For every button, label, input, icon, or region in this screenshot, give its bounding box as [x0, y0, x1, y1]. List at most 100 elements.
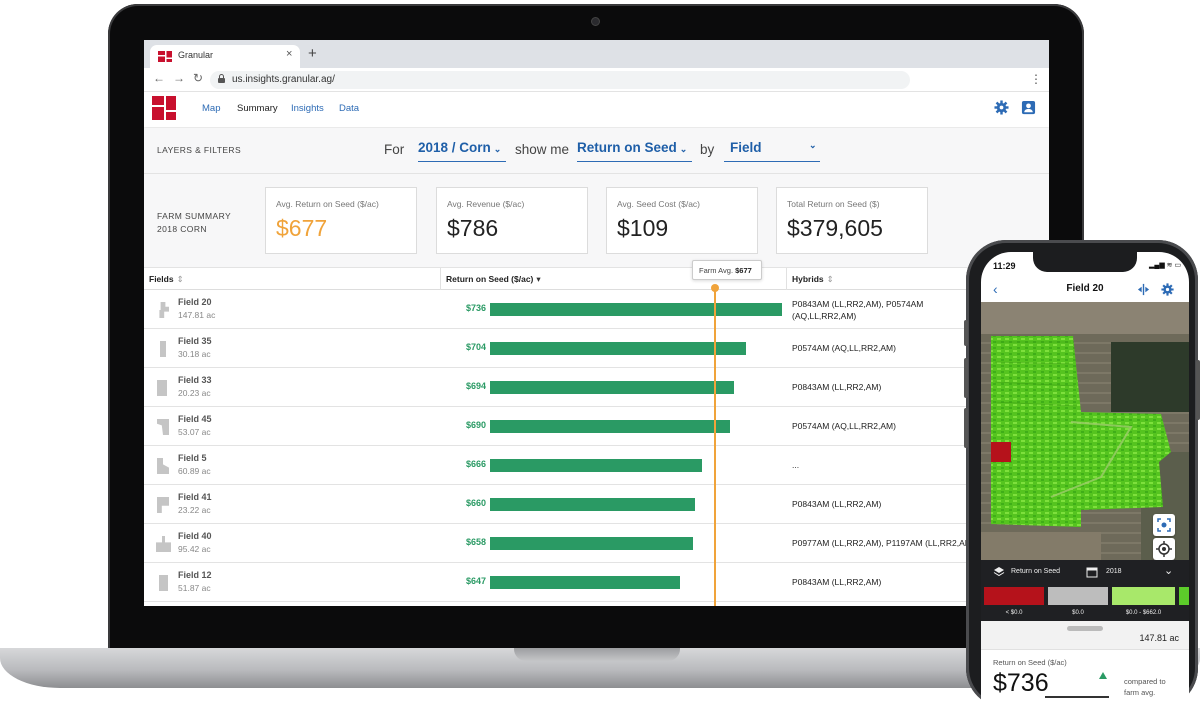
hybrid-text: P0574AM (AQ,LL,RR2,AM) [792, 421, 896, 431]
gear-icon[interactable] [1161, 283, 1174, 296]
satellite-map-image [981, 302, 1189, 560]
laptop-notch [514, 648, 680, 661]
table-row[interactable]: Field 40 95.42 ac $658 P0977AM (LL,RR2,A… [144, 524, 1049, 563]
tab-title: Granular [178, 50, 214, 60]
metric-underline [1045, 696, 1109, 698]
layers-icon [993, 567, 1005, 577]
card-value: $677 [276, 215, 328, 241]
field-acres: 20.23 ac [178, 388, 211, 398]
farm-average-marker[interactable] [710, 284, 719, 292]
url-input[interactable]: us.insights.granular.ag/ [210, 71, 910, 89]
chevron-down-icon[interactable]: ⌄ [1164, 565, 1174, 577]
bar-value-label: $690 [465, 420, 486, 430]
summary-card-total: Total Return on Seed ($) $379,605 [776, 187, 928, 254]
sheet-drag-handle[interactable] [1067, 626, 1103, 631]
bar-value-label: $658 [465, 537, 486, 547]
table-row[interactable]: Field 33 20.23 ac $694 P0843AM (LL,RR2,A… [144, 368, 1049, 407]
show-me-label: show me [515, 142, 570, 157]
address-bar: ← → ↻ us.insights.granular.ag/ ⋮ [144, 68, 1049, 92]
gear-icon[interactable] [994, 100, 1009, 115]
field-map[interactable] [981, 302, 1189, 560]
field-shape-icon [157, 380, 167, 396]
return-bar [490, 576, 681, 589]
groupby-select[interactable]: Field ⌄ [724, 140, 820, 162]
table-header: Fields ⇕ Return on Seed ($/ac) ▾ Hybrids ⇕ [144, 268, 1049, 290]
season-select[interactable]: 2018 / Corn ⌄ [418, 140, 506, 162]
field-acres: 147.81 ac [1139, 633, 1179, 643]
layer-selector-bar[interactable]: Return on Seed 2018 ⌄ [981, 560, 1189, 585]
sort-desc-icon: ▾ [536, 274, 541, 284]
farm-summary-label: FARM SUMMARY 2018 CORN [157, 210, 231, 236]
field-acres: 23.22 ac [178, 505, 211, 515]
table-row[interactable]: Field 12 51.87 ac $647 P0843AM (LL,RR2,A… [144, 563, 1049, 602]
camera-icon [591, 17, 600, 26]
back-chevron-icon[interactable]: ‹ [993, 281, 998, 297]
reload-icon[interactable]: ↻ [193, 71, 204, 85]
nav-summary[interactable]: Summary [237, 103, 278, 114]
granular-logo-icon[interactable] [152, 96, 176, 120]
legend-swatch-zero [1048, 587, 1108, 605]
status-icons: ▂▄▆ ≋ ▭ [1149, 262, 1182, 269]
field-name: Field 5 [178, 453, 207, 463]
layers-filters-toggle[interactable]: LAYERS & FILTERS [157, 145, 242, 155]
bar-value-label: $704 [465, 342, 486, 352]
field-shape-icon [159, 575, 168, 591]
column-label: Return on Seed ($/ac) [446, 274, 534, 284]
bar-value-label: $694 [465, 381, 486, 391]
forward-arrow-icon[interactable]: → [173, 71, 185, 85]
farm-average-tooltip: Farm Avg. $677 [692, 260, 762, 280]
bar-value-label: $736 [465, 303, 486, 313]
back-arrow-icon[interactable]: ← [153, 71, 165, 85]
field-shape-icon [157, 419, 169, 435]
bar-value-label: $666 [465, 459, 486, 469]
nav-insights[interactable]: Insights [291, 103, 324, 114]
fields-table-body: Field 20 147.81 ac $736 P0843AM (LL,RR2,… [144, 290, 1049, 602]
legend-swatch-more [1179, 587, 1189, 605]
hybrid-text: P0843AM (LL,RR2,AM) [792, 499, 882, 509]
table-row[interactable]: Field 45 53.07 ac $690 P0574AM (AQ,LL,RR… [144, 407, 1049, 446]
field-acres: 147.81 ac [178, 310, 216, 320]
by-label: by [700, 142, 715, 157]
new-tab-icon[interactable]: + [308, 45, 317, 62]
zoom-extent-button[interactable] [1153, 514, 1175, 536]
field-shape-icon [160, 341, 166, 357]
table-row[interactable]: Field 20 147.81 ac $736 P0843AM (LL,RR2,… [144, 290, 1049, 329]
table-row[interactable]: Field 5 60.89 ac $666 ... [144, 446, 1049, 485]
locate-me-button[interactable] [1153, 538, 1175, 560]
table-row[interactable]: Field 35 30.18 ac $704 P0574AM (AQ,LL,RR… [144, 329, 1049, 368]
phone-screen: 11:29 ▂▄▆ ≋ ▭ ‹ Field 20 [981, 252, 1189, 708]
granular-logo-icon [158, 51, 172, 62]
compare-arrows-icon[interactable] [1137, 283, 1150, 296]
nav-data[interactable]: Data [339, 103, 360, 114]
field-name: Field 12 [178, 570, 212, 580]
browser-menu-icon[interactable]: ⋮ [1030, 72, 1042, 86]
column-header-return[interactable]: Return on Seed ($/ac) ▾ [446, 274, 541, 285]
metric-select[interactable]: Return on Seed ⌄ [577, 140, 692, 162]
farm-average-value: $677 [735, 266, 752, 275]
field-acres: 95.42 ac [178, 544, 211, 554]
card-value: $379,605 [787, 215, 883, 241]
field-shape-icon [157, 497, 169, 513]
column-divider [440, 268, 441, 290]
filter-bar: LAYERS & FILTERS For 2018 / Corn ⌄ show m… [144, 128, 1049, 174]
field-name: Field 33 [178, 375, 212, 385]
return-bar [490, 342, 746, 355]
column-divider [786, 268, 787, 290]
user-profile-icon[interactable] [1021, 100, 1036, 115]
column-label: Hybrids [792, 274, 824, 284]
column-header-hybrids[interactable]: Hybrids ⇕ [792, 274, 834, 285]
farm-average-line [713, 288, 716, 606]
browser-tabbar: Granular × + [144, 40, 1049, 68]
field-acres: 51.87 ac [178, 583, 211, 593]
nav-map[interactable]: Map [202, 103, 221, 114]
field-detail-sheet[interactable]: 147.81 ac Return on Seed ($/ac) $736 com… [981, 621, 1189, 708]
metric-card: Return on Seed ($/ac) $736 compared to f… [981, 649, 1189, 708]
phone-title: Field 20 [1066, 283, 1104, 294]
card-value: $109 [617, 215, 669, 241]
table-row[interactable]: Field 41 23.22 ac $660 P0843AM (LL,RR2,A… [144, 485, 1049, 524]
hybrid-line: P0843AM (LL,RR2,AM), P0574AM [792, 299, 924, 309]
browser-tab[interactable]: Granular × [150, 45, 300, 68]
status-time: 11:29 [993, 261, 1016, 271]
column-header-fields[interactable]: Fields ⇕ [149, 274, 184, 285]
tab-close-icon[interactable]: × [286, 48, 293, 60]
